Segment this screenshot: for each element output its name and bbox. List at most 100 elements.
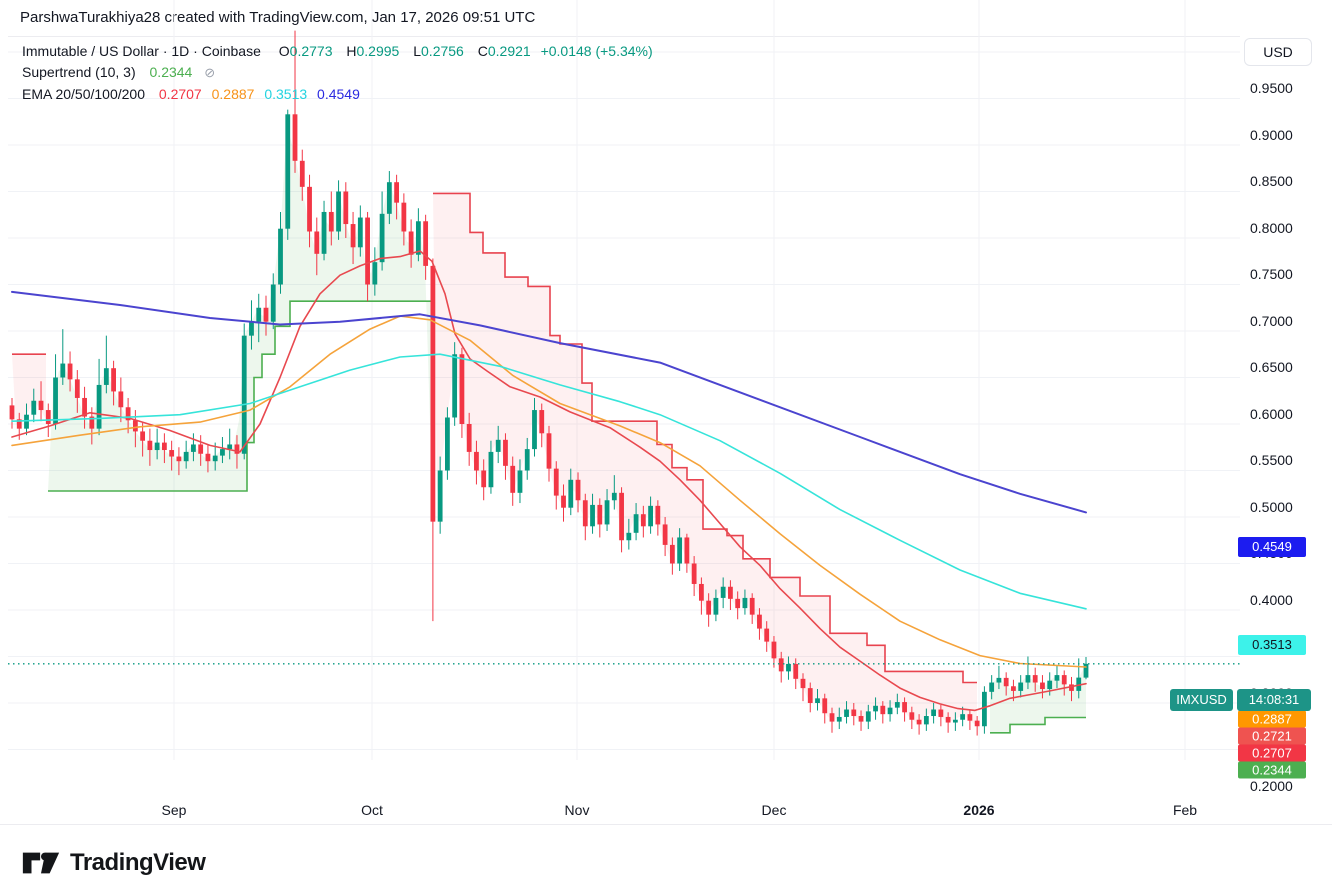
candle-up	[415, 221, 421, 255]
tradingview-brand-text[interactable]: TradingView	[70, 849, 206, 876]
candle-up	[357, 217, 363, 248]
candle-down	[314, 231, 320, 254]
candle-down	[299, 160, 305, 187]
candle-down	[9, 405, 15, 420]
candle-up	[154, 442, 160, 451]
candle-down	[553, 468, 559, 496]
candle-up	[96, 384, 102, 429]
candle-down	[1069, 684, 1074, 691]
price-chart-canvas[interactable]	[0, 0, 1240, 760]
candle-up	[445, 417, 450, 471]
candle-down	[118, 391, 124, 408]
candle-up	[285, 114, 291, 229]
candle-up	[952, 719, 958, 723]
candle-down	[474, 451, 479, 471]
close-label: C	[477, 43, 488, 59]
candle-up	[894, 702, 900, 708]
candle-up	[1076, 677, 1082, 691]
candle-down	[1032, 675, 1038, 683]
candle-down	[350, 224, 356, 248]
candle-down	[698, 583, 704, 601]
ema50-price-label: 0.2887	[1238, 710, 1306, 728]
candle-down	[706, 600, 712, 615]
candle-down	[147, 440, 153, 451]
time-axis-label-sep: Sep	[161, 802, 187, 818]
candle-down	[459, 354, 465, 424]
low-label: L	[413, 43, 422, 59]
candle-up	[24, 414, 29, 429]
candle-down	[466, 424, 472, 452]
candle-down	[292, 114, 298, 161]
ema20-price-label: 0.2707	[1238, 744, 1306, 762]
candle-down	[902, 702, 907, 713]
candle-up	[960, 714, 966, 720]
candle-down	[125, 407, 131, 421]
candle-down	[45, 410, 51, 424]
price-scale[interactable]: 0.9500 0.9000 0.8500 0.8000 0.7500 0.7000 0.65…	[1237, 36, 1332, 796]
candle-down	[728, 586, 733, 599]
ema100-value: 0.3513	[264, 86, 308, 102]
legend-symbol-row[interactable]: Immutable / US Dollar · 1D · Coinbase O 0…	[22, 41, 653, 61]
candle-up	[1018, 682, 1024, 691]
candle-down	[974, 720, 980, 727]
symbol-title: Immutable / US Dollar · 1D · Coinbase	[22, 43, 261, 59]
candle-down	[16, 419, 22, 429]
candle-down	[822, 698, 828, 714]
candle-down	[74, 379, 80, 398]
open-label: O	[278, 43, 290, 59]
candle-down	[205, 453, 211, 462]
candle-up	[191, 444, 196, 452]
candle-up	[488, 451, 494, 488]
legend-ema-row[interactable]: EMA 20/50/100/200 0.2707 0.2887 0.3513 0…	[22, 84, 653, 104]
price-tick-label: 0.2000	[1250, 777, 1293, 794]
candle-down	[169, 450, 175, 457]
candle-up	[452, 354, 458, 418]
close-value: 0.2921	[487, 43, 531, 59]
ema100-price-label: 0.3513	[1238, 635, 1306, 655]
candle-down	[263, 307, 269, 322]
price-tick-label: 0.8500	[1250, 173, 1293, 189]
ema50-line	[11, 315, 1087, 668]
time-scale[interactable]: Sep Oct Nov Dec 2026 Feb	[0, 796, 1332, 824]
candle-down	[89, 416, 95, 429]
candle-up	[1025, 675, 1031, 683]
candle-down	[1061, 675, 1067, 685]
candle-up	[103, 368, 109, 385]
candle-down	[684, 537, 690, 564]
currency-toggle-button[interactable]: USD	[1244, 38, 1312, 66]
candle-up	[996, 677, 1002, 683]
candle-up	[742, 597, 748, 609]
candle-up	[386, 182, 392, 214]
price-tick-label: 0.9000	[1250, 126, 1293, 143]
time-axis-label-nov: Nov	[564, 802, 590, 818]
candle-down	[132, 420, 138, 432]
supertrend-down-line	[433, 192, 977, 684]
ema50-value: 0.2887	[211, 86, 255, 102]
time-axis-label-dec: Dec	[761, 802, 787, 818]
candle-up	[873, 705, 878, 712]
candle-down	[481, 470, 487, 488]
legend-supertrend-row[interactable]: Supertrend (10, 3) 0.2344 ⊘	[22, 62, 653, 83]
candle-down	[198, 444, 204, 454]
candle-down	[1011, 686, 1016, 691]
candle-up	[256, 307, 262, 322]
candle-up	[379, 213, 385, 263]
candle-down	[916, 719, 922, 725]
candle-down	[858, 716, 864, 722]
candle-up	[923, 716, 929, 725]
candle-down	[539, 410, 545, 434]
tradingview-logo-icon[interactable]	[22, 849, 60, 877]
supertrend-up-fill	[48, 126, 431, 491]
candle-down	[807, 688, 813, 703]
ema100-line	[11, 353, 1087, 610]
candle-up	[720, 586, 726, 598]
candle-down	[1040, 682, 1045, 690]
candle-down	[423, 221, 429, 266]
candle-down	[655, 505, 661, 525]
supertrend-up-line	[990, 716, 1086, 734]
candle-down	[328, 211, 334, 232]
candle-up	[1054, 675, 1060, 681]
candle-up	[31, 400, 37, 415]
ema20-line	[11, 250, 1087, 712]
candle-down	[394, 182, 400, 203]
